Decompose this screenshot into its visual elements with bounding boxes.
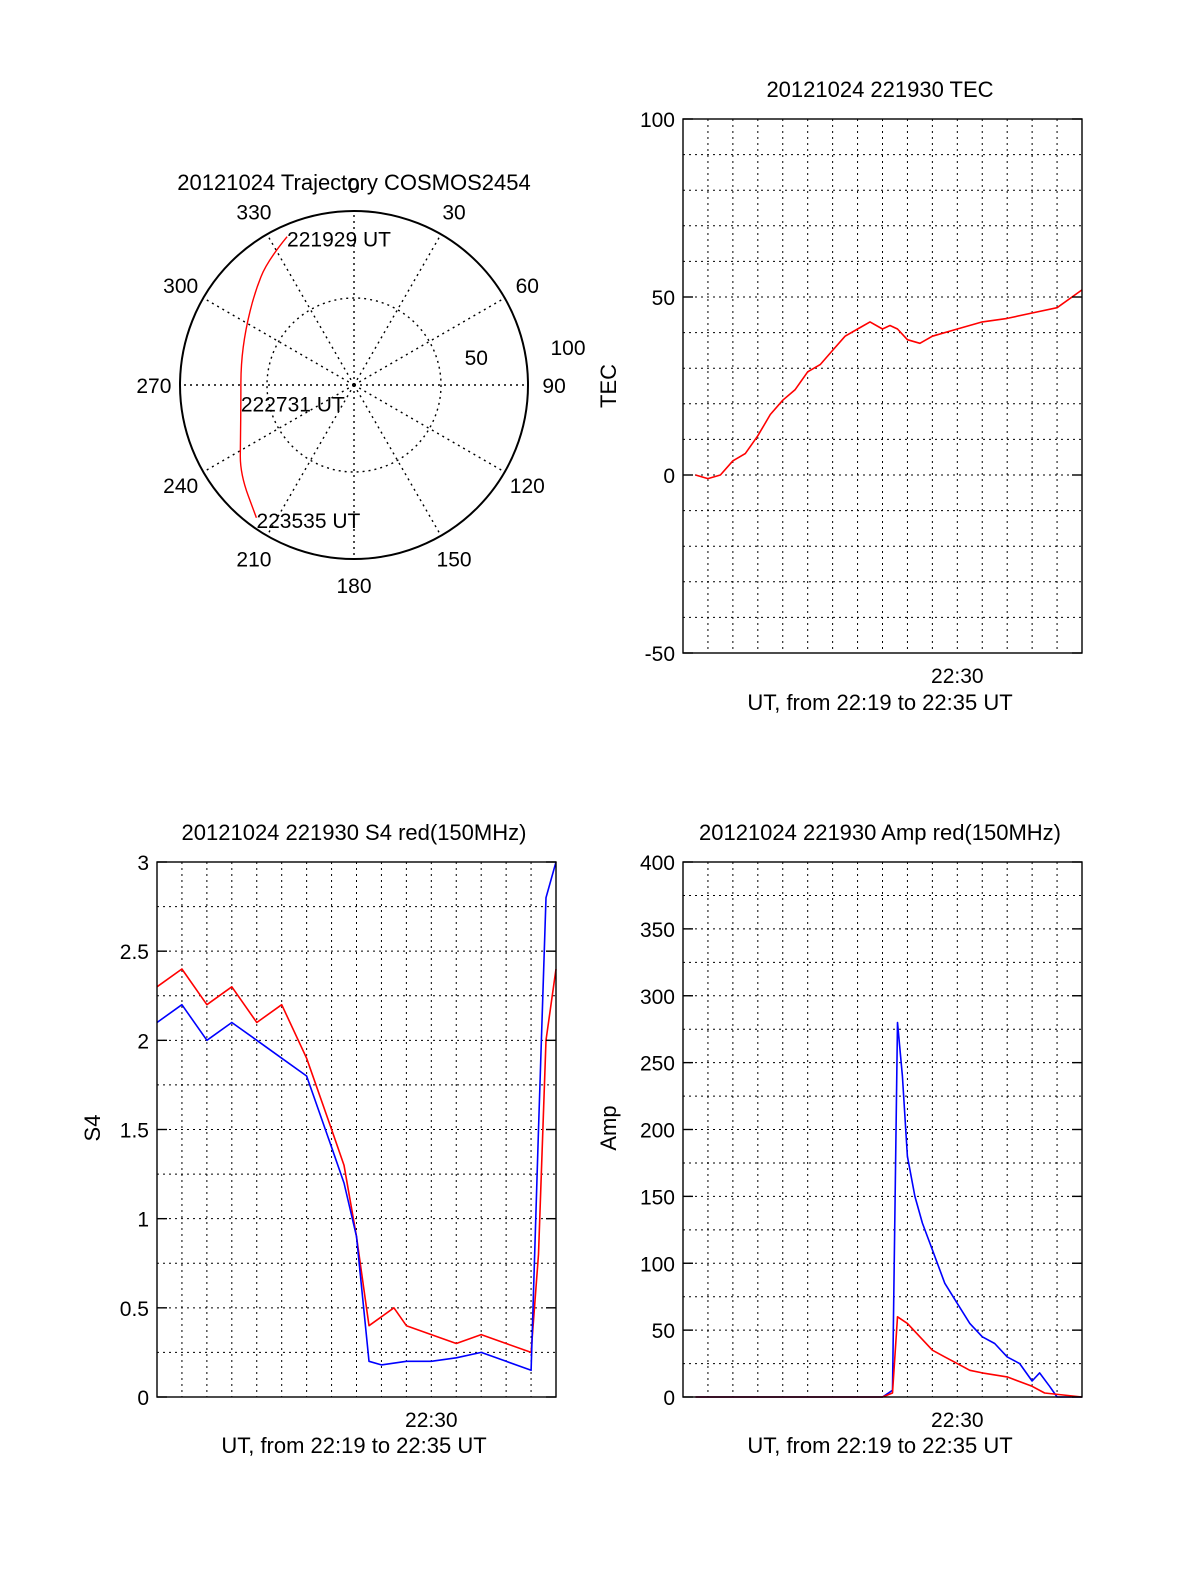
tec-yticks: -50 0 50 100 <box>640 109 1082 666</box>
tec-xlabel: UT, from 22:19 to 22:35 UT <box>747 690 1012 715</box>
azimuth-label: 210 <box>236 548 271 571</box>
s4-series <box>156 861 557 1372</box>
azimuth-label: 30 <box>442 202 465 225</box>
polar-spoke <box>202 384 355 473</box>
trajectory-polar-plot: 20121024 Trajectory COSMOS2454 0 30 60 90 12… <box>136 170 585 598</box>
polar-ring-labels: 50 100 <box>465 337 586 370</box>
amp-chart: 20121024 221930 Amp red(150MHz) UT, from… <box>596 820 1083 1458</box>
azimuth-label: 150 <box>437 548 472 571</box>
xtick-label: 22:30 <box>931 1409 984 1432</box>
trajectory-time-label: 222731 UT <box>241 394 345 417</box>
azimuth-label: 60 <box>516 275 539 298</box>
s4-series-line <box>156 861 557 1372</box>
ytick-label: 250 <box>640 1053 675 1076</box>
amp-series-line <box>695 1316 1083 1398</box>
s4-series-line <box>156 968 557 1354</box>
ytick-label: 400 <box>640 852 675 875</box>
amp-grid <box>683 862 1082 1397</box>
tec-plot-frame <box>682 118 1083 654</box>
trajectory-title: 20121024 Trajectory COSMOS2454 <box>177 170 530 195</box>
polar-outer-ring <box>179 210 529 560</box>
amp-series-line <box>695 1021 1082 1398</box>
trajectory-line <box>239 236 288 519</box>
azimuth-label: 240 <box>163 475 198 498</box>
polar-spoke <box>202 297 355 386</box>
ytick-label: 3 <box>137 852 149 875</box>
ytick-label: 0 <box>137 1387 149 1410</box>
azimuth-label: 0 <box>348 175 360 198</box>
tec-series-line <box>695 289 1083 480</box>
polar-spoke <box>266 233 355 386</box>
amp-series <box>695 1021 1083 1398</box>
polar-spoke <box>353 233 442 386</box>
s4-ylabel: S4 <box>80 1115 105 1142</box>
ring-label: 50 <box>465 347 488 370</box>
trajectory-time-label: 221929 UT <box>287 229 391 252</box>
trajectory-time-label: 223535 UT <box>256 510 360 533</box>
azimuth-label: 120 <box>510 475 545 498</box>
ytick-label: 0.5 <box>120 1298 149 1321</box>
amp-xticks: 22:30 <box>931 1409 984 1432</box>
tec-chart: 20121024 221930 TEC UT, from 22:19 to 22… <box>596 77 1083 715</box>
s4-yticks: 0 0.5 1 1.5 2 2.5 3 <box>120 852 556 1410</box>
s4-title: 20121024 221930 S4 red(150MHz) <box>182 820 527 845</box>
ytick-label: 100 <box>640 1253 675 1276</box>
amp-ylabel: Amp <box>596 1105 621 1150</box>
ytick-label: 0 <box>663 1387 675 1410</box>
trajectory-annotations: 221929 UT 222731 UT 223535 UT <box>241 229 391 533</box>
s4-xlabel: UT, from 22:19 to 22:35 UT <box>221 1433 486 1458</box>
ytick-label: 50 <box>652 287 675 310</box>
polar-grid <box>179 210 529 560</box>
tec-xticks: 22:30 <box>931 665 984 688</box>
amp-title: 20121024 221930 Amp red(150MHz) <box>699 820 1061 845</box>
azimuth-label: 180 <box>336 575 371 598</box>
polar-spoke <box>353 384 506 473</box>
azimuth-label: 330 <box>236 202 271 225</box>
xtick-label: 22:30 <box>931 665 984 688</box>
s4-xticks: 22:30 <box>405 1409 458 1432</box>
azimuth-label: 300 <box>163 275 198 298</box>
azimuth-label: 90 <box>542 375 565 398</box>
ytick-label: 150 <box>640 1186 675 1209</box>
amp-yticks: 0 50 100 150 200 250 300 350 400 <box>640 852 1082 1410</box>
amp-xlabel: UT, from 22:19 to 22:35 UT <box>747 1433 1012 1458</box>
ytick-label: 2.5 <box>120 941 149 964</box>
ytick-label: 1.5 <box>120 1120 149 1143</box>
polar-inner-ring <box>266 297 442 473</box>
polar-azimuth-labels: 0 30 60 90 120 150 180 210 240 270 300 330 <box>136 175 565 598</box>
polar-spoke <box>266 384 355 537</box>
tec-ylabel: TEC <box>596 364 621 408</box>
ytick-label: 1 <box>137 1209 149 1232</box>
tec-title: 20121024 221930 TEC <box>766 77 993 102</box>
trajectory-series <box>239 236 288 519</box>
polar-spoke <box>353 384 442 537</box>
ytick-label: 350 <box>640 919 675 942</box>
ytick-label: 0 <box>663 465 675 488</box>
tec-grid <box>683 119 1082 653</box>
ytick-label: 300 <box>640 986 675 1009</box>
ytick-label: 50 <box>652 1320 675 1343</box>
azimuth-label: 270 <box>136 375 171 398</box>
tec-series <box>695 289 1083 480</box>
s4-chart: 20121024 221930 S4 red(150MHz) UT, from … <box>80 820 557 1458</box>
xtick-label: 22:30 <box>405 1409 458 1432</box>
ytick-label: -50 <box>645 643 675 666</box>
ytick-label: 200 <box>640 1120 675 1143</box>
polar-spoke <box>353 297 506 386</box>
ytick-label: 100 <box>640 109 675 132</box>
ring-label: 100 <box>550 337 585 360</box>
ytick-label: 2 <box>137 1030 149 1053</box>
s4-grid <box>157 862 556 1397</box>
